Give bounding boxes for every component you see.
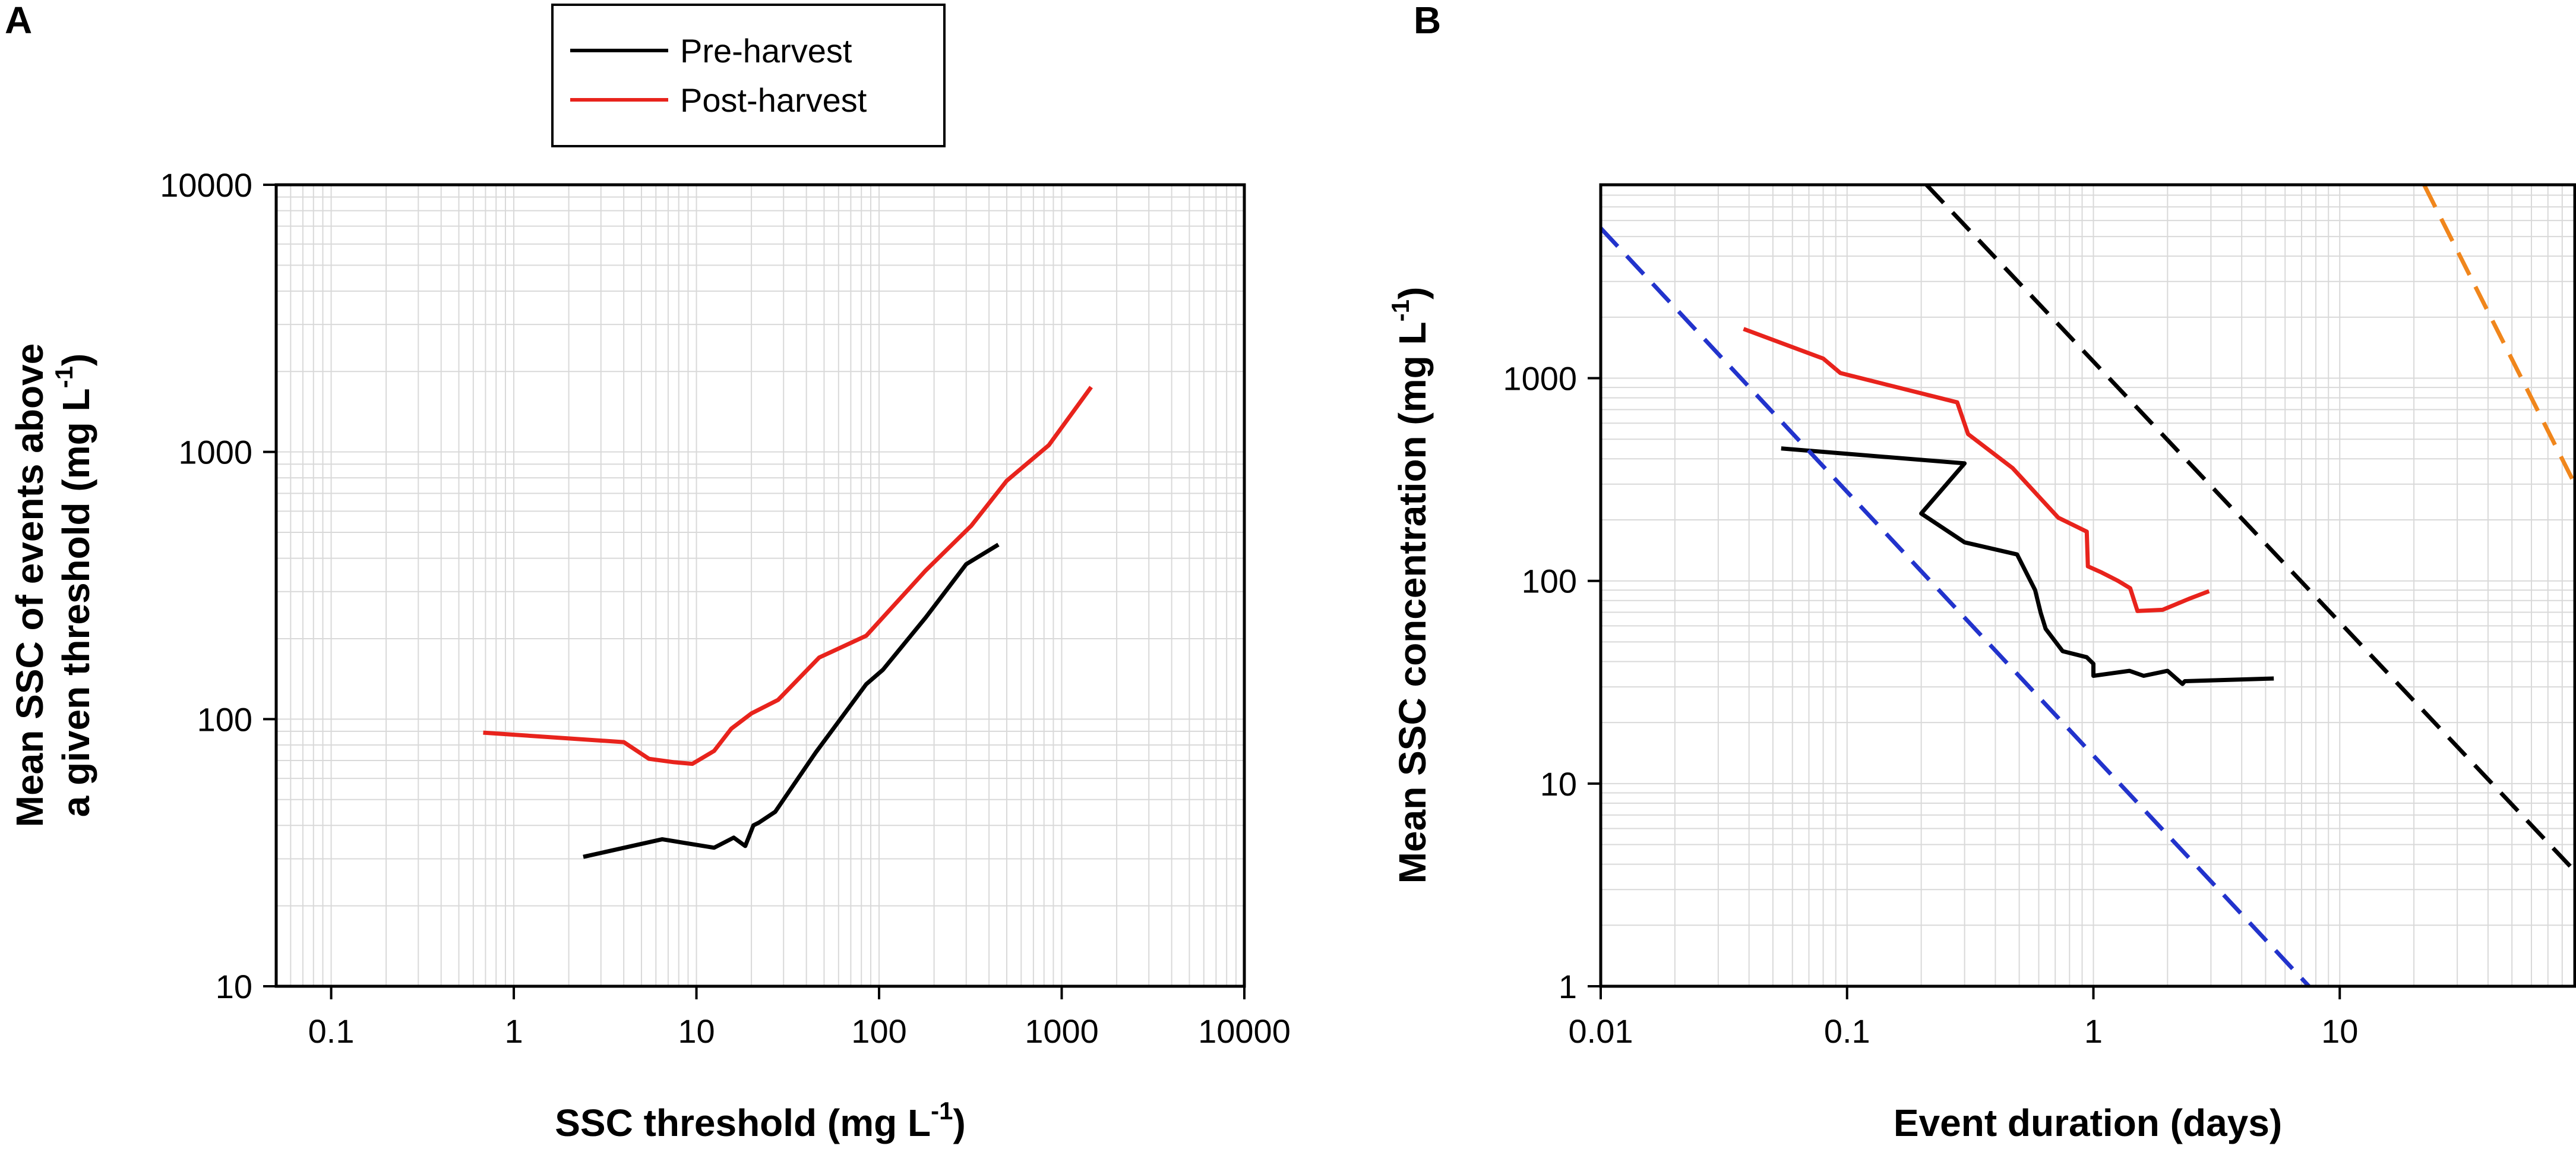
panel-a-y-axis-title-line2: a given threshold (mg L-1)	[50, 354, 97, 818]
panel-a-x-tick-label: 10000	[1198, 1012, 1291, 1050]
panel-a-series-post-harvest	[483, 386, 1093, 766]
legend-box	[551, 4, 946, 147]
panel-b-series-reference-line-orange	[2422, 185, 2575, 485]
panel-b-series	[1601, 185, 2575, 986]
panel-b-series-post-harvest	[1743, 327, 2210, 613]
panel-b-series-reference-line-blue	[1601, 226, 2311, 986]
panel-a-y-tick-label: 10	[216, 968, 252, 1005]
panel-a-x-tick-label: 1000	[1025, 1012, 1099, 1050]
panel-a: A 0.1 1 10 100 1000 10000 10 100 1000 10000 Pre-h…	[5, 0, 1291, 1144]
panel-b-x-tick-label: 0.01	[1569, 1012, 1633, 1050]
panel-a-x-axis-title: SSC threshold (mg L-1)	[555, 1097, 966, 1144]
panel-b-x-tick-label: 10	[2321, 1012, 2358, 1050]
legend-label-post-harvest: Post-harvest	[680, 81, 867, 119]
panel-a-y-axis-title-line1: Mean SSC of events above	[8, 343, 51, 827]
panel-b-grid	[1601, 185, 2575, 986]
panel-b-y-tick-label: 100	[1522, 563, 1577, 600]
panel-b-letter: B	[1414, 0, 1441, 42]
panel-a-y-tick-label: 1000	[178, 434, 252, 471]
panel-b-plot-frame	[1599, 183, 2576, 988]
panel-b-y-tick-label: 1000	[1503, 360, 1577, 397]
panel-a-ticks: 0.1 1 10 100 1000 10000 10 100 1000 10000	[160, 166, 1291, 1050]
panel-a-x-tick-label: 10	[678, 1012, 715, 1050]
panel-b-ticks: 0.01 0.1 1 10 1 10 100 1000	[1503, 360, 2358, 1050]
panel-a-x-tick-label: 100	[851, 1012, 906, 1050]
legend: Pre-harvest Post-harvest	[551, 4, 946, 147]
panel-b-series-pre-harvest	[1781, 446, 2274, 686]
panel-a-grid	[276, 185, 1244, 986]
panel-a-series-pre-harvest	[583, 542, 1000, 859]
panel-a-letter: A	[5, 0, 32, 42]
panel-b-y-tick-label: 10	[1540, 765, 1577, 803]
panel-a-plot-frame	[274, 183, 1246, 988]
panel-a-y-tick-label: 100	[197, 700, 252, 738]
panel-a-x-tick-label: 0.1	[308, 1012, 355, 1050]
panel-b-series-reference-line-black	[1924, 185, 2575, 873]
legend-label-pre-harvest: Pre-harvest	[680, 32, 852, 70]
panel-b-y-axis-title: Mean SSC concentration (mg L-1)	[1386, 287, 1434, 884]
panel-b-y-tick-label: 1	[1559, 968, 1577, 1005]
panel-b-x-axis-title: Event duration (days)	[1894, 1102, 2282, 1144]
panel-b: B 0.01 0.1 1 10 1 10 100 1000 Event duration (d…	[1386, 0, 2576, 1144]
panel-a-y-tick-label: 10000	[160, 166, 252, 204]
panel-a-series	[483, 386, 1093, 859]
panel-b-x-tick-label: 0.1	[1824, 1012, 1870, 1050]
panel-b-x-tick-label: 1	[2084, 1012, 2103, 1050]
panel-a-x-tick-label: 1	[504, 1012, 523, 1050]
